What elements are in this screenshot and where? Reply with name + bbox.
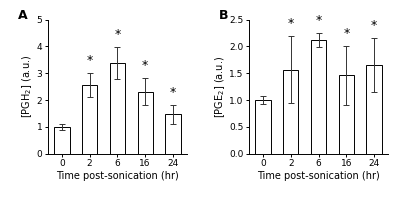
Bar: [339, 75, 354, 154]
X-axis label: Time post-sonication (hr): Time post-sonication (hr): [56, 171, 179, 181]
Bar: [138, 91, 153, 154]
Text: *: *: [343, 27, 350, 40]
Bar: [256, 100, 271, 154]
Bar: [311, 40, 326, 154]
Text: *: *: [316, 14, 322, 27]
Bar: [283, 70, 298, 154]
Text: *: *: [86, 54, 93, 67]
Bar: [82, 85, 97, 154]
Bar: [110, 63, 125, 154]
Text: *: *: [114, 28, 120, 41]
Text: A: A: [18, 9, 27, 22]
Y-axis label: [PGH$_2$] (a.u.): [PGH$_2$] (a.u.): [20, 55, 34, 118]
Bar: [165, 114, 180, 154]
Text: *: *: [170, 86, 176, 99]
Y-axis label: [PGE$_2$] (a.u.): [PGE$_2$] (a.u.): [213, 56, 226, 118]
Bar: [54, 127, 70, 154]
Text: B: B: [219, 9, 228, 22]
Text: *: *: [142, 59, 148, 72]
Text: *: *: [371, 19, 377, 32]
Text: *: *: [288, 17, 294, 30]
Bar: [366, 65, 382, 154]
X-axis label: Time post-sonication (hr): Time post-sonication (hr): [257, 171, 380, 181]
